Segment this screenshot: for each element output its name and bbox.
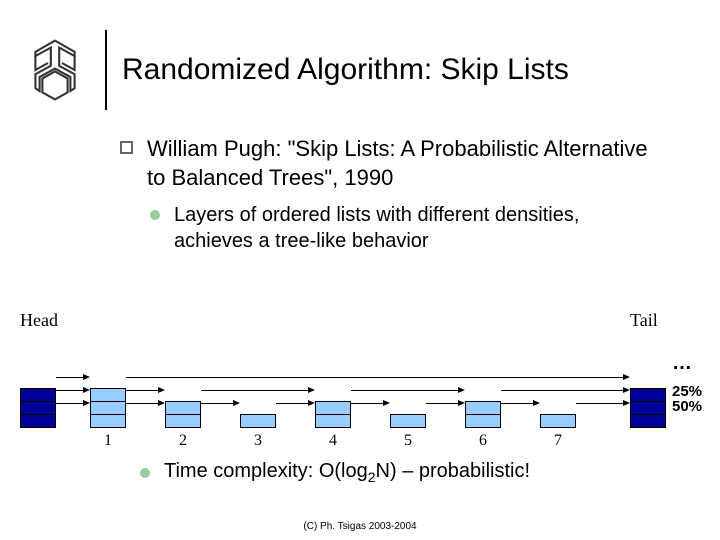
- node-4: [315, 402, 351, 428]
- arrow-line: [501, 390, 624, 391]
- main-bullet-text: William Pugh: "Skip Lists: A Probabilist…: [147, 135, 660, 192]
- node-label: 7: [540, 432, 576, 450]
- sub-bullet: Layers of ordered lists with different d…: [150, 202, 660, 254]
- label-50pct: 50%: [672, 398, 702, 415]
- arrow-head-icon: [623, 374, 630, 380]
- copyright: (C) Ph. Tsigas 2003-2004: [0, 521, 720, 532]
- node-6: [465, 402, 501, 428]
- arrow-line: [126, 403, 159, 404]
- arrow-line: [56, 403, 84, 404]
- arrow-head-icon: [308, 387, 315, 393]
- arrow-line: [56, 390, 84, 391]
- skip-list-diagram: HeadTail…25%50%1234567: [20, 310, 700, 450]
- footer-bullet-text: Time complexity: O(log2N) – probabilisti…: [164, 460, 530, 485]
- node-label: 3: [240, 432, 276, 450]
- arrow-head-icon: [158, 400, 165, 406]
- arrow-line: [56, 377, 84, 378]
- node-5: [390, 415, 426, 428]
- arrow-line: [351, 390, 459, 391]
- arrow-line: [201, 390, 309, 391]
- sub-bullet-text: Layers of ordered lists with different d…: [174, 202, 660, 254]
- slide-title: Randomized Algorithm: Skip Lists: [122, 53, 569, 87]
- arrow-line: [576, 403, 624, 404]
- arrow-head-icon: [83, 374, 90, 380]
- arrow-head-icon: [383, 400, 390, 406]
- tail-node: [630, 389, 666, 428]
- head-node: [20, 389, 56, 428]
- main-bullet: William Pugh: "Skip Lists: A Probabilist…: [120, 135, 660, 192]
- dot-bullet-icon: [150, 210, 160, 220]
- arrow-head-icon: [623, 400, 630, 406]
- ellipsis: …: [672, 352, 692, 375]
- arrow-line: [126, 377, 624, 378]
- arrow-line: [276, 403, 309, 404]
- arrow-head-icon: [458, 400, 465, 406]
- square-bullet-icon: [120, 141, 133, 154]
- node-label: 1: [90, 432, 126, 450]
- node-label: 6: [465, 432, 501, 450]
- arrow-head-icon: [158, 387, 165, 393]
- dot-bullet-icon: [140, 468, 150, 478]
- arrow-line: [351, 403, 384, 404]
- node-label: 2: [165, 432, 201, 450]
- title-divider: [105, 30, 107, 110]
- arrow-line: [426, 403, 459, 404]
- escher-logo-icon: [20, 35, 90, 105]
- arrow-head-icon: [233, 400, 240, 406]
- node-3: [240, 415, 276, 428]
- arrow-line: [201, 403, 234, 404]
- arrow-head-icon: [83, 387, 90, 393]
- arrow-head-icon: [623, 387, 630, 393]
- node-label: 4: [315, 432, 351, 450]
- arrow-line: [126, 390, 159, 391]
- head-label: Head: [20, 310, 58, 331]
- arrow-head-icon: [458, 387, 465, 393]
- footer-bullet: Time complexity: O(log2N) – probabilisti…: [140, 460, 530, 485]
- node-label: 5: [390, 432, 426, 450]
- arrow-head-icon: [308, 400, 315, 406]
- node-2: [165, 402, 201, 428]
- arrow-line: [501, 403, 534, 404]
- arrow-head-icon: [83, 400, 90, 406]
- node-1: [90, 389, 126, 428]
- arrow-head-icon: [533, 400, 540, 406]
- tail-label: Tail: [630, 310, 658, 331]
- node-7: [540, 415, 576, 428]
